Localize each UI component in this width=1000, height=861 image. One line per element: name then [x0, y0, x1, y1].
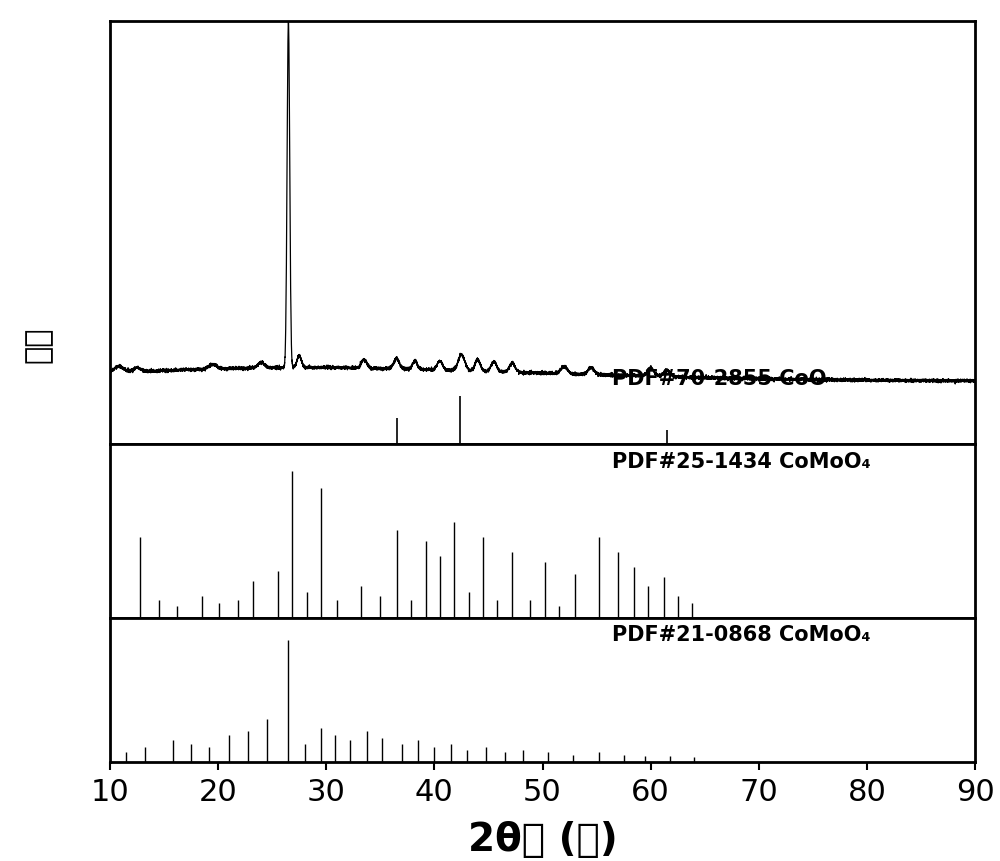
X-axis label: 2θ角 (度): 2θ角 (度) [468, 820, 617, 858]
Text: PDF#70-2855 CoO: PDF#70-2855 CoO [612, 369, 826, 388]
Text: PDF#25-1434 CoMoO₄: PDF#25-1434 CoMoO₄ [612, 452, 870, 472]
Text: 强度: 强度 [24, 326, 52, 362]
Text: PDF#21-0868 CoMoO₄: PDF#21-0868 CoMoO₄ [612, 624, 870, 644]
